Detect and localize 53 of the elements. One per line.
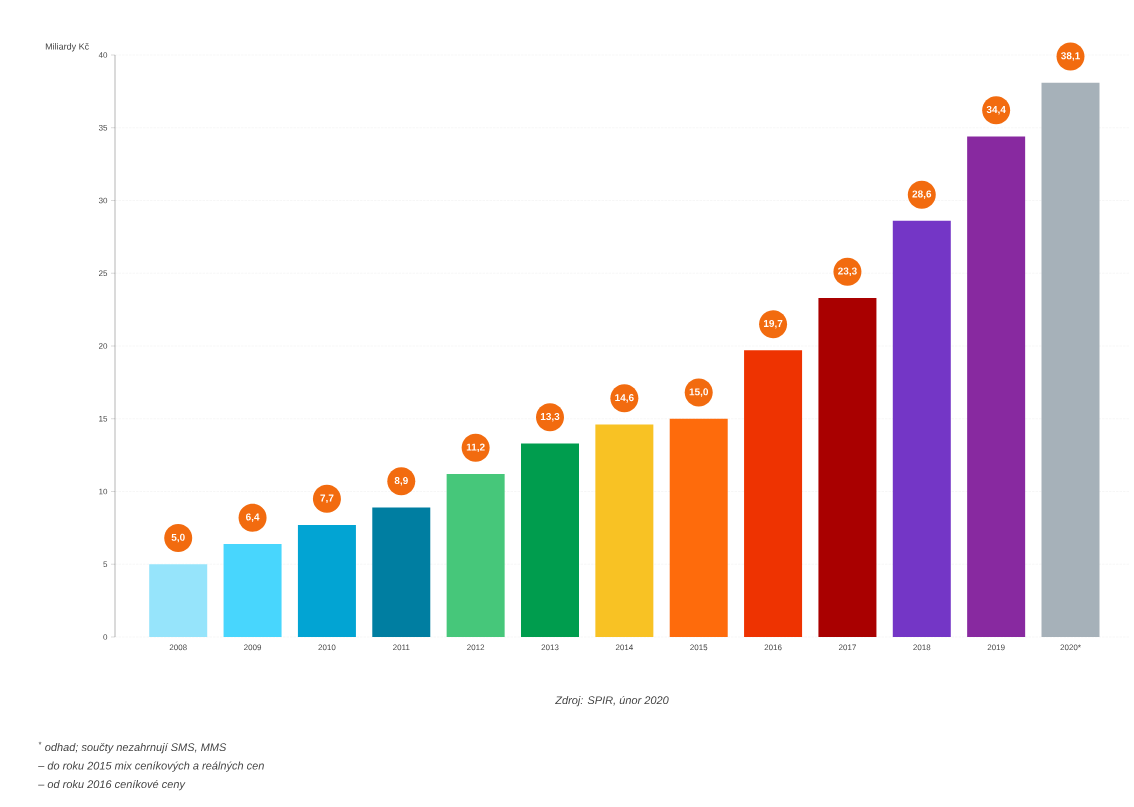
data-label: 15,0 (689, 388, 709, 397)
data-label: 34,4 (986, 106, 1006, 115)
text: Zdroj: SPIR, únor 2020 (555, 695, 669, 707)
bar (818, 297, 877, 637)
x-tick-label: 2008 (169, 644, 187, 651)
bar (1041, 82, 1100, 637)
x-tick-label: 2015 (690, 644, 708, 651)
y-tick-label: 15 (99, 415, 108, 422)
y-tick-label: 0 (103, 634, 108, 640)
data-label: 23,3 (838, 267, 857, 277)
data-label: 14,6 (615, 394, 634, 403)
x-tick-label: 2019 (987, 644, 1005, 651)
y-tick-label: 10 (99, 488, 108, 495)
y-axis-title: Miliardy Kč (45, 43, 89, 52)
x-tick-label: 2018 (913, 644, 931, 651)
data-label: 28,6 (912, 190, 932, 199)
bar (744, 350, 803, 637)
y-tick-label: 5 (103, 561, 108, 568)
bar (967, 136, 1026, 637)
x-tick-label: 2013 (541, 644, 559, 651)
data-label: 19,7 (763, 319, 783, 329)
data-label: 5,0 (171, 533, 185, 543)
x-tick-label: 2010 (318, 644, 336, 651)
x-tick-label: 2011 (393, 644, 410, 651)
y-tick-label: 25 (98, 270, 108, 277)
bar (595, 424, 654, 637)
data-label: 7,7 (320, 494, 334, 503)
data-label: 8,9 (394, 477, 408, 486)
bar (297, 524, 356, 637)
bar (149, 564, 208, 637)
y-tick-label: 30 (98, 197, 108, 204)
text: – od roku 2016 ceníkové ceny (38, 779, 186, 791)
bar (372, 507, 431, 637)
x-tick-label: 2014 (615, 644, 634, 651)
data-label: 38,1 (1061, 52, 1080, 61)
y-tick-label: 40 (98, 52, 108, 58)
text: – do roku 2015 mix ceníkových a reálných cen (38, 761, 264, 772)
bar (669, 418, 728, 637)
y-tick-label: 35 (98, 124, 108, 131)
data-label: 11,2 (466, 443, 485, 453)
bar (223, 543, 282, 637)
data-label: 13,3 (540, 413, 560, 422)
x-tick-label: 2009 (244, 644, 262, 651)
x-tick-label: 2012 (467, 644, 485, 651)
bar (521, 443, 579, 637)
text: $^{*}$ odhad; součty nezahrnují SMS, MMS (38, 741, 227, 754)
bar (446, 474, 505, 637)
x-tick-label: 2020* (1060, 644, 1081, 651)
x-tick-label: 2016 (764, 644, 782, 651)
y-tick-label: 20 (98, 343, 108, 349)
x-tick-label: 2017 (838, 644, 856, 651)
bar (892, 220, 951, 637)
data-label: 6,4 (245, 513, 260, 522)
